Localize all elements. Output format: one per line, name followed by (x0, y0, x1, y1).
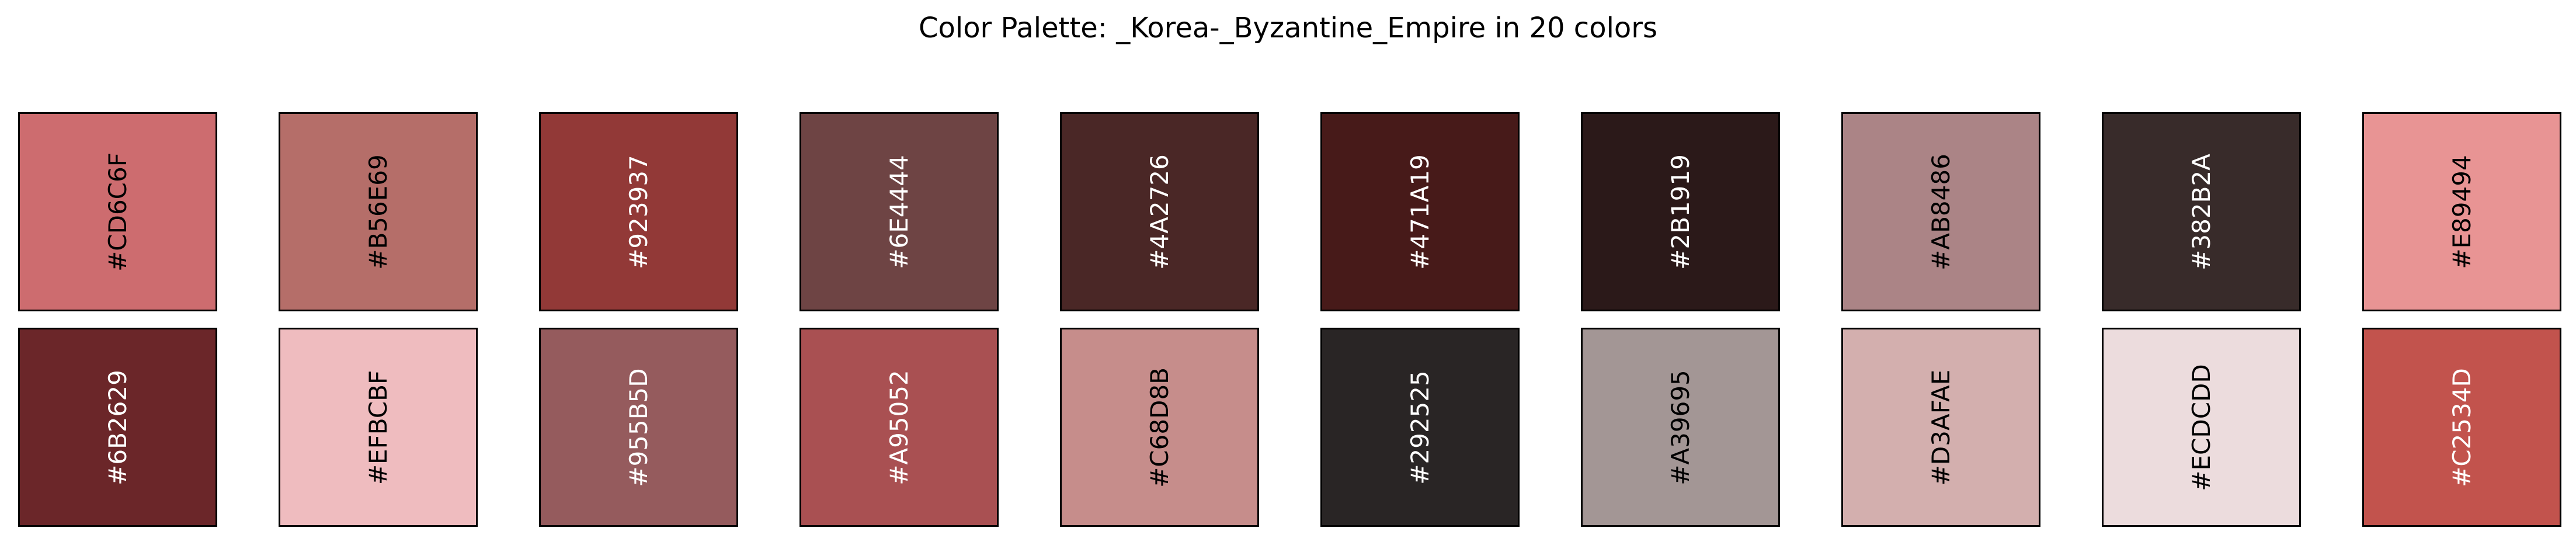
color-hex-label: #6B2629 (103, 369, 132, 485)
color-swatch: #923937 (539, 112, 738, 311)
color-swatch: #2B1919 (1581, 112, 1780, 311)
color-swatch: #CD6C6F (18, 112, 217, 311)
color-hex-label: #292525 (1405, 370, 1434, 485)
color-swatch: #4A2726 (1060, 112, 1259, 311)
color-hex-label: #E89494 (2447, 154, 2476, 269)
color-swatch: #C68D8B (1060, 328, 1259, 527)
color-swatch: #C2534D (2362, 328, 2561, 527)
color-hex-label: #A95052 (884, 369, 913, 485)
color-hex-label: #C68D8B (1145, 367, 1174, 488)
color-hex-label: #EFBCBF (363, 370, 392, 485)
color-swatch: #E89494 (2362, 112, 2561, 311)
color-hex-label: #CD6C6F (103, 152, 132, 272)
color-swatch: #A39695 (1581, 328, 1780, 527)
color-hex-label: #ECDCDD (2186, 363, 2216, 491)
color-hex-label: #382B2A (2186, 153, 2216, 270)
chart-title: Color Palette: _Korea-_Byzantine_Empire … (918, 12, 1658, 44)
color-swatch: #6B2629 (18, 328, 217, 527)
color-swatch: #382B2A (2102, 112, 2301, 311)
color-swatch: #AB8486 (1841, 112, 2040, 311)
color-hex-label: #923937 (624, 154, 653, 269)
color-swatch: #292525 (1320, 328, 1520, 527)
color-hex-label: #471A19 (1405, 154, 1434, 270)
color-hex-label: #2B1919 (1666, 154, 1695, 270)
color-hex-label: #C2534D (2447, 367, 2476, 487)
color-swatch: #955B5D (539, 328, 738, 527)
color-hex-label: #AB8486 (1926, 153, 1955, 270)
color-hex-label: #D3AFAE (1926, 369, 1955, 485)
color-hex-label: #A39695 (1666, 369, 1695, 485)
color-swatch: #471A19 (1320, 112, 1520, 311)
color-swatch: #B56E69 (279, 112, 478, 311)
color-swatch: #EFBCBF (279, 328, 478, 527)
color-swatch: #D3AFAE (1841, 328, 2040, 527)
color-hex-label: #4A2726 (1145, 154, 1174, 270)
color-hex-label: #6E4444 (884, 154, 913, 269)
color-swatch: #ECDCDD (2102, 328, 2301, 527)
color-swatch: #6E4444 (799, 112, 999, 311)
color-hex-label: #B56E69 (363, 154, 392, 270)
color-hex-label: #955B5D (624, 367, 653, 487)
color-swatch: #A95052 (799, 328, 999, 527)
